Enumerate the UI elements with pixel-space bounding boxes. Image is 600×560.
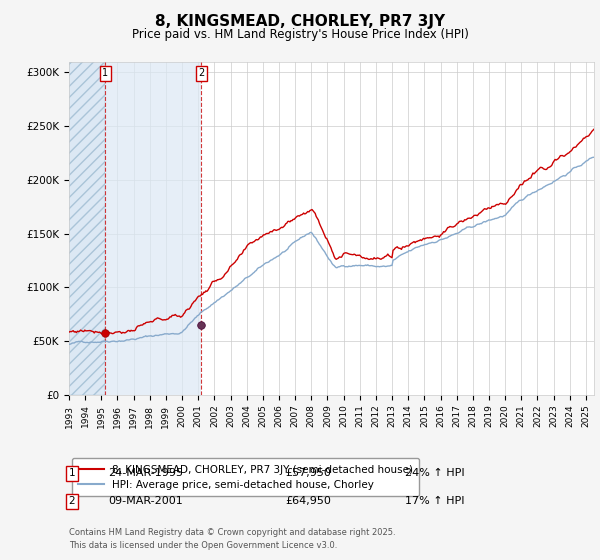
Text: £57,950: £57,950 <box>285 468 331 478</box>
Text: 2: 2 <box>68 496 76 506</box>
Text: Price paid vs. HM Land Registry's House Price Index (HPI): Price paid vs. HM Land Registry's House … <box>131 28 469 41</box>
Text: 2: 2 <box>198 68 204 78</box>
Text: £64,950: £64,950 <box>285 496 331 506</box>
Bar <box>69 62 105 395</box>
Text: 24% ↑ HPI: 24% ↑ HPI <box>405 468 464 478</box>
Text: 24-MAR-1995: 24-MAR-1995 <box>108 468 183 478</box>
Text: 1: 1 <box>102 68 108 78</box>
Text: 09-MAR-2001: 09-MAR-2001 <box>108 496 183 506</box>
Legend: 8, KINGSMEAD, CHORLEY, PR7 3JY (semi-detached house), HPI: Average price, semi-d: 8, KINGSMEAD, CHORLEY, PR7 3JY (semi-det… <box>71 458 419 496</box>
Text: 1: 1 <box>68 468 76 478</box>
Bar <box>105 62 201 395</box>
Text: 17% ↑ HPI: 17% ↑ HPI <box>405 496 464 506</box>
Text: Contains HM Land Registry data © Crown copyright and database right 2025.
This d: Contains HM Land Registry data © Crown c… <box>69 529 395 550</box>
Text: 8, KINGSMEAD, CHORLEY, PR7 3JY: 8, KINGSMEAD, CHORLEY, PR7 3JY <box>155 14 445 29</box>
